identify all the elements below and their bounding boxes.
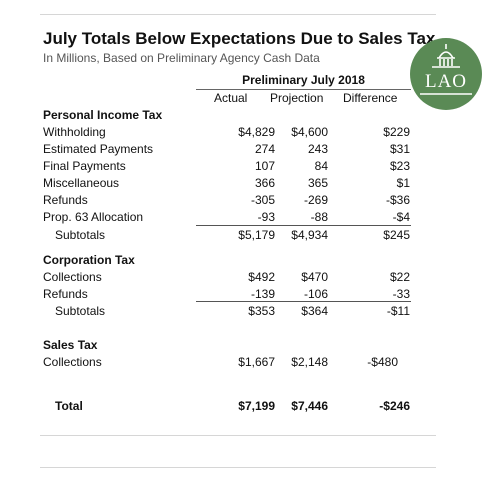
projection-value: $364 <box>301 304 328 318</box>
projection-value: 84 <box>314 159 328 173</box>
column-header-difference: Difference <box>343 91 398 105</box>
table-row: Estimated Payments 274 243 $31 <box>0 142 498 159</box>
actual-value: 274 <box>254 142 275 156</box>
projection-value: $7,446 <box>291 399 328 413</box>
actual-value: $5,179 <box>238 228 275 242</box>
projection-value: 365 <box>307 176 328 190</box>
difference-value: $23 <box>389 159 410 173</box>
subtotal-row: Subtotals $353 $364 -$11 <box>0 304 498 321</box>
projection-value: -269 <box>303 193 328 207</box>
top-divider <box>40 14 436 15</box>
difference-value: -33 <box>392 287 410 301</box>
section-heading-corporation-tax: Corporation Tax <box>43 253 135 267</box>
total-row: Total $7,199 $7,446 -$246 <box>0 399 498 416</box>
actual-value: -305 <box>250 193 275 207</box>
difference-value: $31 <box>389 142 410 156</box>
projection-value: $2,148 <box>291 355 328 369</box>
row-label: Total <box>55 399 83 413</box>
logo-text: LAO <box>424 71 468 92</box>
actual-value: -93 <box>257 210 275 224</box>
difference-value: $1 <box>396 176 410 190</box>
row-label: Refunds <box>43 287 88 301</box>
actual-value: $4,829 <box>238 125 275 139</box>
table-row: Prop. 63 Allocation -93 -88 -$4 <box>0 210 498 227</box>
section-heading-personal-income-tax: Personal Income Tax <box>43 108 163 122</box>
group-header: Preliminary July 2018 <box>242 73 365 87</box>
difference-value: -$4 <box>392 210 410 224</box>
bottom-divider <box>40 435 436 436</box>
difference-value: -$246 <box>379 399 410 413</box>
table-row: Refunds -305 -269 -$36 <box>0 193 498 210</box>
table-row: Miscellaneous 366 365 $1 <box>0 176 498 193</box>
table-subtitle: In Millions, Based on Preliminary Agency… <box>43 51 320 65</box>
actual-value: 366 <box>254 176 275 190</box>
projection-value: $4,600 <box>291 125 328 139</box>
projection-value: 243 <box>307 142 328 156</box>
table-row: Collections $1,667 $2,148 -$480 <box>0 355 498 372</box>
projection-value: $4,934 <box>291 228 328 242</box>
row-label: Collections <box>43 270 102 284</box>
capitol-dome-icon <box>420 44 472 95</box>
row-label: Subtotals <box>55 304 106 318</box>
projection-value: -88 <box>310 210 328 224</box>
row-label: Estimated Payments <box>43 142 154 156</box>
actual-value: $492 <box>248 270 275 284</box>
table-title: July Totals Below Expectations Due to Sa… <box>43 29 436 48</box>
table-row: Withholding $4,829 $4,600 $229 <box>0 125 498 142</box>
difference-value: -$36 <box>385 193 410 207</box>
difference-value: $245 <box>383 228 410 242</box>
difference-value: $229 <box>383 125 410 139</box>
table-row: Collections $492 $470 $22 <box>0 270 498 287</box>
actual-value: $7,199 <box>238 399 275 413</box>
row-label: Subtotals <box>55 228 106 242</box>
row-label: Prop. 63 Allocation <box>43 210 144 224</box>
column-header-projection: Projection <box>270 91 324 105</box>
table-row: Final Payments 107 84 $23 <box>0 159 498 176</box>
actual-value: -139 <box>250 287 275 301</box>
lao-logo: LAO <box>410 38 482 110</box>
table-row: Refunds -139 -106 -33 <box>0 287 498 304</box>
column-header-actual: Actual <box>214 91 248 105</box>
subtotal-rule <box>196 225 411 226</box>
projection-value: $470 <box>301 270 328 284</box>
subtotal-row: Subtotals $5,179 $4,934 $245 <box>0 228 498 245</box>
projection-value: -106 <box>303 287 328 301</box>
row-label: Final Payments <box>43 159 126 173</box>
row-label: Collections <box>43 355 102 369</box>
row-label: Refunds <box>43 193 88 207</box>
subtotal-rule <box>196 301 411 302</box>
actual-value: $353 <box>248 304 275 318</box>
row-label: Miscellaneous <box>43 176 120 190</box>
row-label: Withholding <box>43 125 106 139</box>
difference-value: $22 <box>389 270 410 284</box>
difference-value: -$11 <box>386 304 410 318</box>
actual-value: $1,667 <box>238 355 275 369</box>
section-heading-sales-tax: Sales Tax <box>43 338 98 352</box>
actual-value: 107 <box>254 159 275 173</box>
group-header-rule <box>196 89 411 90</box>
footer-divider <box>40 467 436 468</box>
difference-value: -$480 <box>367 355 398 369</box>
